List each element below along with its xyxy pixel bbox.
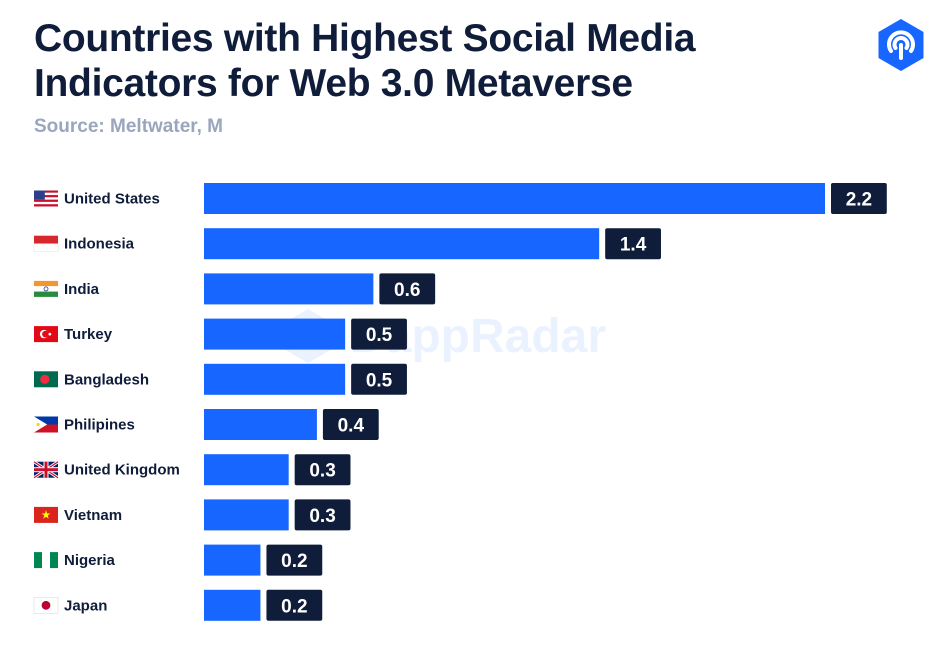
category-label: Philipines	[64, 417, 135, 434]
bar	[204, 273, 374, 305]
category-label: United Kingdom	[64, 462, 180, 479]
bar	[204, 544, 261, 576]
vietnam-flag-icon	[34, 506, 58, 523]
value-label: 2.2	[846, 190, 872, 211]
india-flag-icon	[34, 280, 58, 297]
bar	[204, 228, 600, 260]
category-label: Nigeria	[64, 552, 116, 569]
value-label-box	[379, 273, 436, 305]
uk-flag-icon	[33, 460, 59, 479]
bar-row: United Kingdom 0.3	[33, 454, 351, 486]
value-label: 0.4	[338, 416, 365, 437]
bar	[204, 363, 346, 395]
bar	[204, 318, 346, 350]
value-label-box	[605, 228, 661, 260]
bar-row: Nigeria 0.2	[34, 544, 323, 576]
bar-row: Vietnam 0.3	[34, 499, 351, 531]
value-label: 0.2	[281, 596, 307, 617]
category-label: India	[64, 281, 100, 298]
value-label: 0.6	[394, 280, 420, 301]
philippines-flag-icon	[34, 416, 58, 433]
bar-row: Turkey 0.5	[34, 318, 407, 350]
value-label: 0.3	[309, 506, 335, 527]
bar	[204, 499, 289, 531]
indonesia-flag-icon	[33, 235, 59, 252]
category-label: United States	[64, 191, 160, 208]
bar	[204, 183, 825, 214]
category-label: Japan	[64, 597, 107, 614]
us-flag-icon	[34, 190, 58, 207]
value-label-box	[831, 183, 887, 214]
value-label-box	[266, 589, 323, 621]
nigeria-flag-icon	[34, 552, 58, 569]
bar-row: Indonesia 1.4	[33, 228, 661, 260]
value-label: 1.4	[620, 235, 647, 256]
bar-row: India 0.6	[34, 273, 436, 305]
value-label-box	[351, 363, 407, 395]
category-label: Turkey	[64, 326, 113, 343]
bar	[204, 589, 261, 621]
bar	[204, 454, 289, 486]
bar-row: Bangladesh 0.5	[34, 363, 407, 395]
value-label-box	[322, 409, 379, 440]
value-label-box	[351, 318, 407, 350]
bar-row: United States 2.2	[34, 183, 887, 214]
dappradar-logo-icon	[878, 19, 924, 71]
category-label: Indonesia	[64, 236, 135, 253]
value-label: 0.5	[366, 370, 393, 391]
bar-row: Japan 0.2	[33, 589, 323, 621]
value-label: 0.5	[366, 325, 393, 346]
bangladesh-flag-icon	[34, 371, 58, 388]
category-label: Vietnam	[64, 507, 122, 524]
chart-source: Source: Meltwater, M	[34, 116, 223, 137]
value-label-box	[266, 544, 323, 576]
value-label: 0.3	[309, 461, 335, 482]
bar-row: Philipines 0.4	[34, 409, 379, 440]
category-label: Bangladesh	[64, 371, 149, 388]
bar	[204, 409, 317, 440]
turkey-flag-icon	[34, 326, 58, 343]
value-label-box	[294, 454, 351, 486]
japan-flag-icon	[33, 596, 59, 614]
value-label-box	[294, 499, 351, 531]
value-label: 0.2	[281, 551, 307, 572]
chart-title: Countries with Highest Social Media Indi…	[34, 17, 696, 105]
